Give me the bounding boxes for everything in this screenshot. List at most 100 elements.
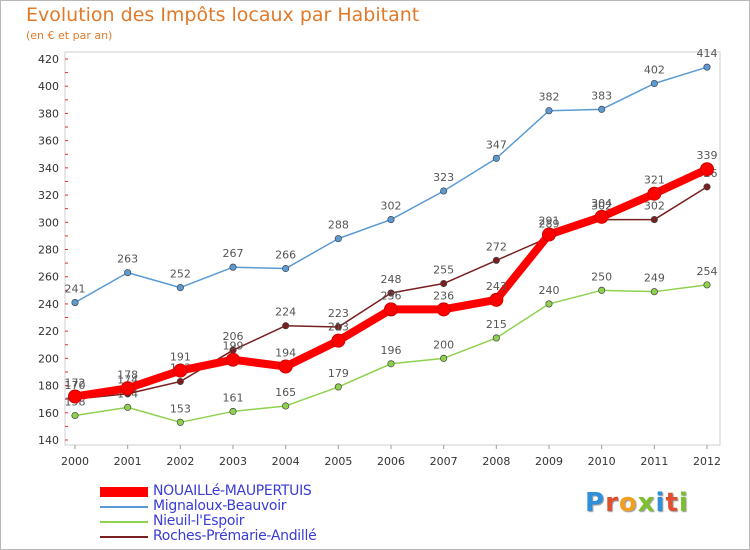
data-point xyxy=(331,333,346,348)
data-label: 153 xyxy=(170,402,191,415)
data-point xyxy=(650,288,658,296)
data-point xyxy=(124,403,132,411)
data-label: 249 xyxy=(644,272,665,285)
y-tick-label: 280 xyxy=(38,244,59,257)
data-label: 196 xyxy=(381,344,402,357)
data-point xyxy=(440,187,448,195)
data-point xyxy=(545,300,553,308)
data-point xyxy=(334,323,342,331)
data-label: 288 xyxy=(328,219,349,232)
y-tick-label: 160 xyxy=(38,407,59,420)
data-label: 266 xyxy=(275,249,296,262)
x-tick-label: 2010 xyxy=(588,455,616,468)
data-point xyxy=(594,209,609,224)
y-tick-label: 140 xyxy=(38,434,59,447)
x-tick-label: 2003 xyxy=(219,455,247,468)
data-point xyxy=(545,107,553,115)
plot-area xyxy=(64,51,721,446)
data-point xyxy=(176,418,184,426)
legend-item-nouaille: NOUAILLé-MAUPERTUIS xyxy=(100,483,400,499)
x-tick-label: 2005 xyxy=(324,455,352,468)
legend-swatch-mignaloux xyxy=(100,506,148,508)
data-point xyxy=(71,299,79,307)
data-point xyxy=(282,264,290,273)
data-point xyxy=(492,334,500,342)
data-label: 402 xyxy=(644,63,665,76)
data-point xyxy=(176,377,184,386)
brand-letter: r xyxy=(605,488,619,518)
data-label: 382 xyxy=(539,91,560,104)
brand-letter: i xyxy=(655,488,666,518)
x-tick-label: 2011 xyxy=(640,455,668,468)
data-point xyxy=(489,292,504,307)
data-label: 241 xyxy=(65,283,86,296)
data-label: 250 xyxy=(591,270,612,283)
data-label: 223 xyxy=(328,307,349,320)
data-label: 304 xyxy=(591,197,612,210)
data-label: 194 xyxy=(275,347,296,360)
data-label: 248 xyxy=(381,273,402,286)
data-point xyxy=(229,407,237,415)
data-point xyxy=(124,269,132,277)
data-label: 199 xyxy=(223,340,244,353)
data-label: 165 xyxy=(275,386,296,399)
y-tick-label: 240 xyxy=(38,298,59,311)
legend-item-roches: Roches-Prémarie-Andillé xyxy=(100,528,400,544)
data-label: 243 xyxy=(486,280,507,293)
y-tick-label: 260 xyxy=(38,271,59,284)
y-tick-label: 300 xyxy=(38,216,59,229)
data-label: 172 xyxy=(65,376,86,389)
data-point xyxy=(387,360,395,368)
data-label: 236 xyxy=(433,289,454,302)
brand-letter: P xyxy=(585,488,606,518)
data-label: 200 xyxy=(433,338,454,351)
data-point xyxy=(71,411,79,420)
data-point xyxy=(387,216,395,224)
data-point xyxy=(120,381,135,396)
data-point xyxy=(282,322,290,330)
x-tick-label: 2001 xyxy=(114,455,142,468)
data-point xyxy=(226,352,240,367)
chart-subtitle: (en € et par an) xyxy=(26,29,113,42)
y-tick-label: 400 xyxy=(38,80,59,93)
brand-letter: t xyxy=(665,488,679,518)
data-label: 302 xyxy=(381,200,402,213)
data-point xyxy=(334,383,342,391)
x-tick-label: 2008 xyxy=(482,455,510,468)
data-label: 179 xyxy=(328,367,349,380)
legend-swatch-roches xyxy=(100,536,148,538)
legend-item-mignaloux: Mignaloux-Beauvoir xyxy=(100,498,400,514)
data-label: 252 xyxy=(170,268,191,281)
data-label: 263 xyxy=(117,253,138,266)
legend-item-nieuil: Nieuil-l'Espoir xyxy=(100,513,400,529)
data-label: 161 xyxy=(223,391,244,404)
data-point xyxy=(68,389,82,404)
data-point xyxy=(598,286,606,294)
data-point xyxy=(703,183,711,191)
line-chart: 140 160 180 200 220 240 260 280 300 320 340 360 380 4… xyxy=(38,47,721,468)
data-label: 302 xyxy=(644,200,665,213)
data-label: 213 xyxy=(328,321,349,334)
y-tick-label: 340 xyxy=(38,162,59,175)
legend-swatch-nieuil xyxy=(100,521,148,523)
y-tick-label: 360 xyxy=(38,135,59,148)
y-tick-label: 180 xyxy=(38,380,59,393)
x-tick-label: 2009 xyxy=(535,455,563,468)
data-label: 272 xyxy=(486,240,507,253)
data-label: 215 xyxy=(486,318,507,331)
data-point xyxy=(703,63,711,71)
data-point xyxy=(440,279,448,288)
x-tick-label: 2000 xyxy=(61,455,89,468)
y-tick-label: 380 xyxy=(38,107,59,120)
data-label: 347 xyxy=(486,138,507,151)
data-point xyxy=(647,186,662,201)
data-point xyxy=(440,354,448,362)
x-tick-label: 2006 xyxy=(377,455,405,468)
data-point xyxy=(229,263,237,271)
brand-letter: x xyxy=(637,488,656,518)
data-label: 240 xyxy=(539,284,560,297)
data-label: 414 xyxy=(697,47,718,60)
data-label: 321 xyxy=(644,174,665,187)
data-label: 302 xyxy=(591,200,612,213)
data-label: 224 xyxy=(275,306,296,319)
